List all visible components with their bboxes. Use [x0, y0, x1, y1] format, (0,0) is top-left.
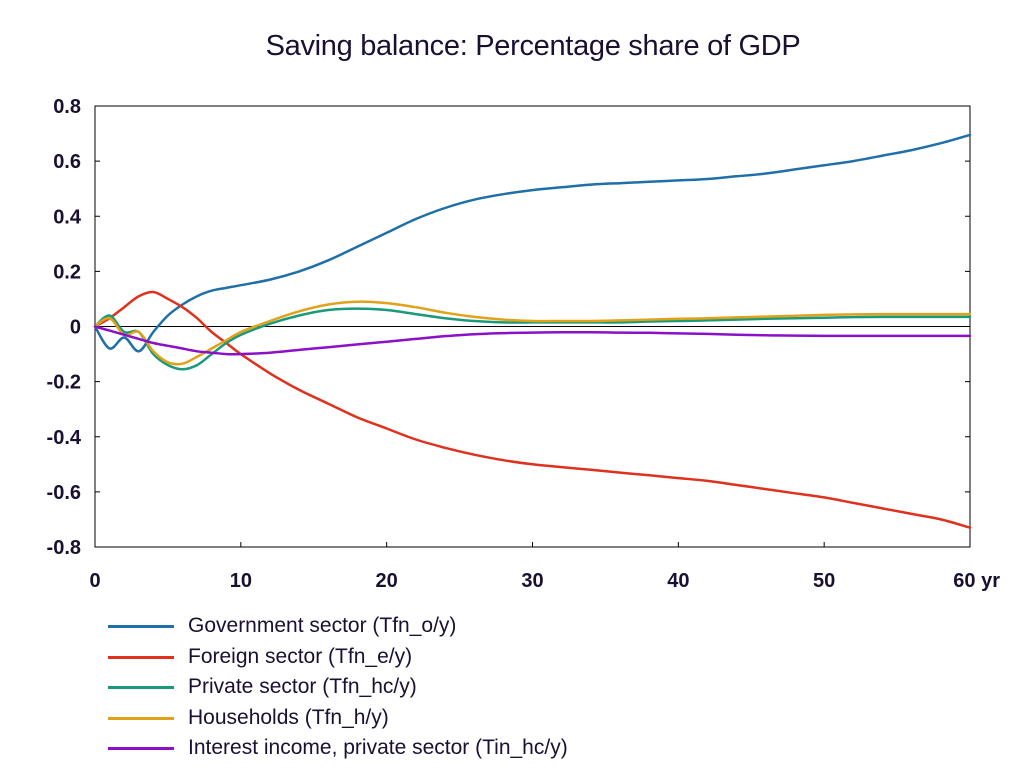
y-tick-label: -0.4: [47, 427, 82, 449]
x-tick-label: 10: [230, 570, 252, 592]
x-tick-label: 40: [667, 570, 689, 592]
legend-label: Government sector (Tfn_o/y): [188, 614, 457, 637]
households-line: [93, 300, 972, 366]
legend-swatch: [108, 747, 174, 750]
y-tick-label: 0: [70, 317, 81, 339]
legend-label: Private sector (Tfn_hc/y): [188, 675, 417, 698]
x-tick-label: 0: [89, 570, 100, 592]
legend-label: Interest income, private sector (Tin_hc/…: [188, 736, 568, 759]
foreign-sector-line: [93, 290, 972, 529]
series-layer: [93, 133, 972, 529]
y-tick-label: -0.2: [47, 372, 81, 394]
legend-swatch: [108, 716, 174, 720]
government-sector-line: [93, 133, 972, 353]
legend-swatch: [108, 625, 174, 628]
y-tick-label: -0.6: [47, 482, 81, 504]
y-tick-label: 0.2: [53, 261, 81, 283]
x-tick-label: 50: [813, 570, 835, 592]
x-tick-label: 20: [376, 570, 398, 592]
chart-title: Saving balance: Percentage share of GDP: [265, 30, 801, 62]
axes: [94, 105, 971, 548]
legend-swatch: [108, 655, 174, 659]
x-tick-label: 30: [521, 570, 543, 592]
legend-swatch: [108, 686, 174, 689]
legend-label: Households (Tfn_h/y): [188, 705, 389, 729]
y-tick-label: 0.6: [53, 151, 81, 173]
private-sector-line: [93, 307, 972, 371]
tick-labels: 0.8 0.6 0.4 0.2 0 -0.2 -0.4 -0.6 -0.8 0 10 20 30 40 50…: [47, 96, 1001, 592]
interest-income-line: [93, 325, 972, 356]
x-tick-label: 60 yr: [953, 570, 1000, 592]
legend-label: Foreign sector (Tfn_e/y): [188, 644, 413, 668]
y-tick-label: 0.8: [53, 96, 81, 118]
y-tick-label: -0.8: [47, 537, 81, 559]
y-tick-label: 0.4: [53, 206, 82, 228]
